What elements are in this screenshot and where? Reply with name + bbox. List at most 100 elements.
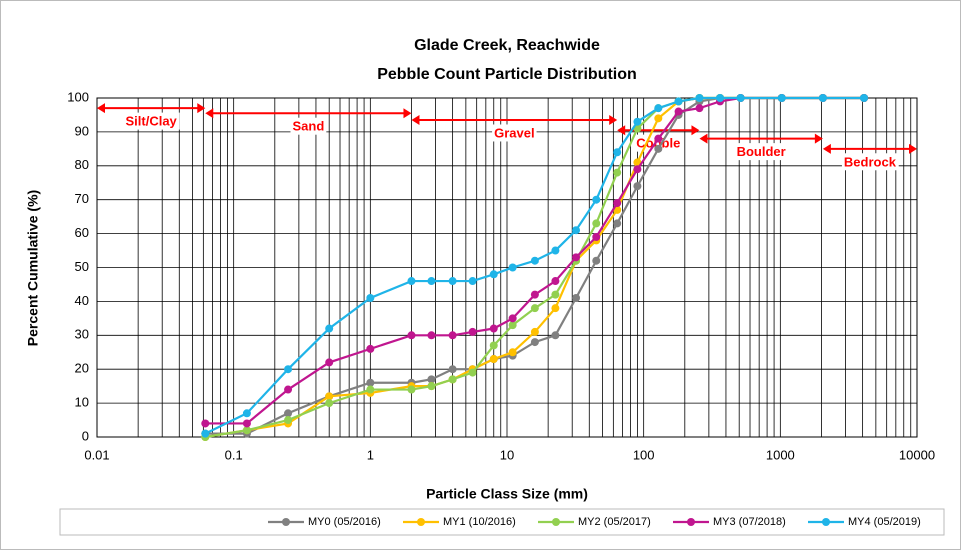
data-point [325,358,334,367]
range-label: Bedrock [844,154,897,169]
arrow-head [909,143,917,154]
size-class-range: Bedrock [822,143,917,171]
data-point [613,148,622,157]
data-point [530,290,539,299]
legend-box [59,508,945,536]
data-point [468,368,477,377]
range-label-bg [841,153,899,171]
range-label: Gravel [494,125,534,140]
data-point [448,365,457,374]
data-point [592,256,601,265]
y-tick-label: 30 [75,327,89,342]
data-point [242,426,251,435]
data-point [489,324,498,333]
data-point [489,355,498,364]
arrow-head [822,143,831,154]
data-point [654,134,663,143]
legend-marker [687,518,695,526]
data-point [777,94,786,102]
data-point [551,277,560,286]
y-tick-label: 10 [75,395,89,410]
data-point [572,294,581,303]
arrow-head [97,103,105,114]
data-point [674,97,683,106]
data-point [284,365,293,374]
data-point [508,321,517,330]
size-class-range: Sand [205,108,412,135]
arrow-head [691,125,700,136]
data-point [818,94,827,102]
data-point [633,117,642,126]
data-point [407,277,416,286]
arrow-head [411,115,420,126]
legend-label: MY2 (05/2017) [578,516,651,528]
data-point [242,409,251,418]
data-point [551,304,560,313]
data-point [572,226,581,235]
data-point [551,246,560,255]
data-point [201,429,210,438]
data-point [366,385,375,394]
data-point [508,348,517,357]
data-point [468,327,477,336]
range-label-bg [123,112,180,130]
data-point [551,331,560,340]
legend-label: MY0 (05/2016) [308,516,381,528]
data-point [407,331,416,340]
arrow-head [403,108,412,119]
data-point [530,338,539,347]
data-point [448,277,457,286]
range-label: Boulder [737,144,786,159]
data-point [508,263,517,272]
data-point [325,399,334,408]
data-point [508,314,517,323]
size-class-range: Gravel [411,115,618,142]
data-point [468,277,477,286]
data-point [530,304,539,313]
data-point [695,104,704,113]
size-class-range: Boulder [699,133,823,161]
range-label-bg [492,124,537,142]
data-point [325,392,334,401]
data-point [654,104,663,113]
arrow-head [617,125,626,136]
size-class-range: Silt/Clay [97,103,206,130]
data-point [716,94,725,102]
y-tick-label: 60 [75,225,89,240]
data-point [448,375,457,384]
legend-label: MY1 (10/2016) [443,516,516,528]
x-tick-label: 1000 [766,447,795,462]
data-point [284,416,293,425]
data-point [860,94,869,102]
data-point [613,168,622,177]
data-point [427,375,436,384]
data-point [530,327,539,336]
data-point [366,344,375,353]
data-point [201,419,210,428]
x-tick-label: 0.01 [84,447,109,462]
data-point [592,219,601,228]
data-point [633,165,642,174]
y-tick-label: 40 [75,293,89,308]
x-tick-label: 1 [367,447,374,462]
plot-frame [96,97,918,438]
arrow-head [609,115,618,126]
y-tick-label: 70 [75,191,89,206]
legend-label: MY3 (07/2018) [713,516,786,528]
y-tick-label: 50 [75,259,89,274]
data-point [366,378,375,387]
data-point [633,182,642,191]
x-tick-label: 10 [500,447,514,462]
y-tick-label: 0 [82,428,89,443]
y-tick-label: 90 [75,123,89,138]
x-tick-label: 100 [633,447,655,462]
data-point [407,385,416,394]
legend-marker [552,518,560,526]
data-point [654,144,663,153]
arrow-head [205,108,214,119]
data-point [613,219,622,228]
arrow-head [699,133,708,144]
x-tick-label: 0.1 [225,447,243,462]
legend-marker [282,518,290,526]
range-label-bg [290,117,327,135]
